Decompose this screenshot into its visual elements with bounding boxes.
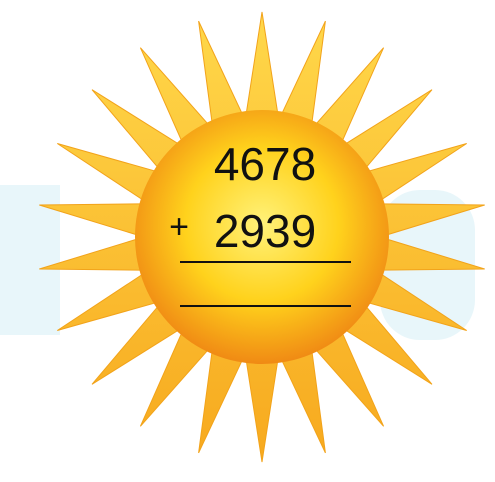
operator: + <box>169 208 189 246</box>
addend-2: 2939 <box>214 205 316 257</box>
addend-1: 4678 <box>214 138 316 190</box>
worksheet: 4678 + 2939 <box>0 0 495 482</box>
